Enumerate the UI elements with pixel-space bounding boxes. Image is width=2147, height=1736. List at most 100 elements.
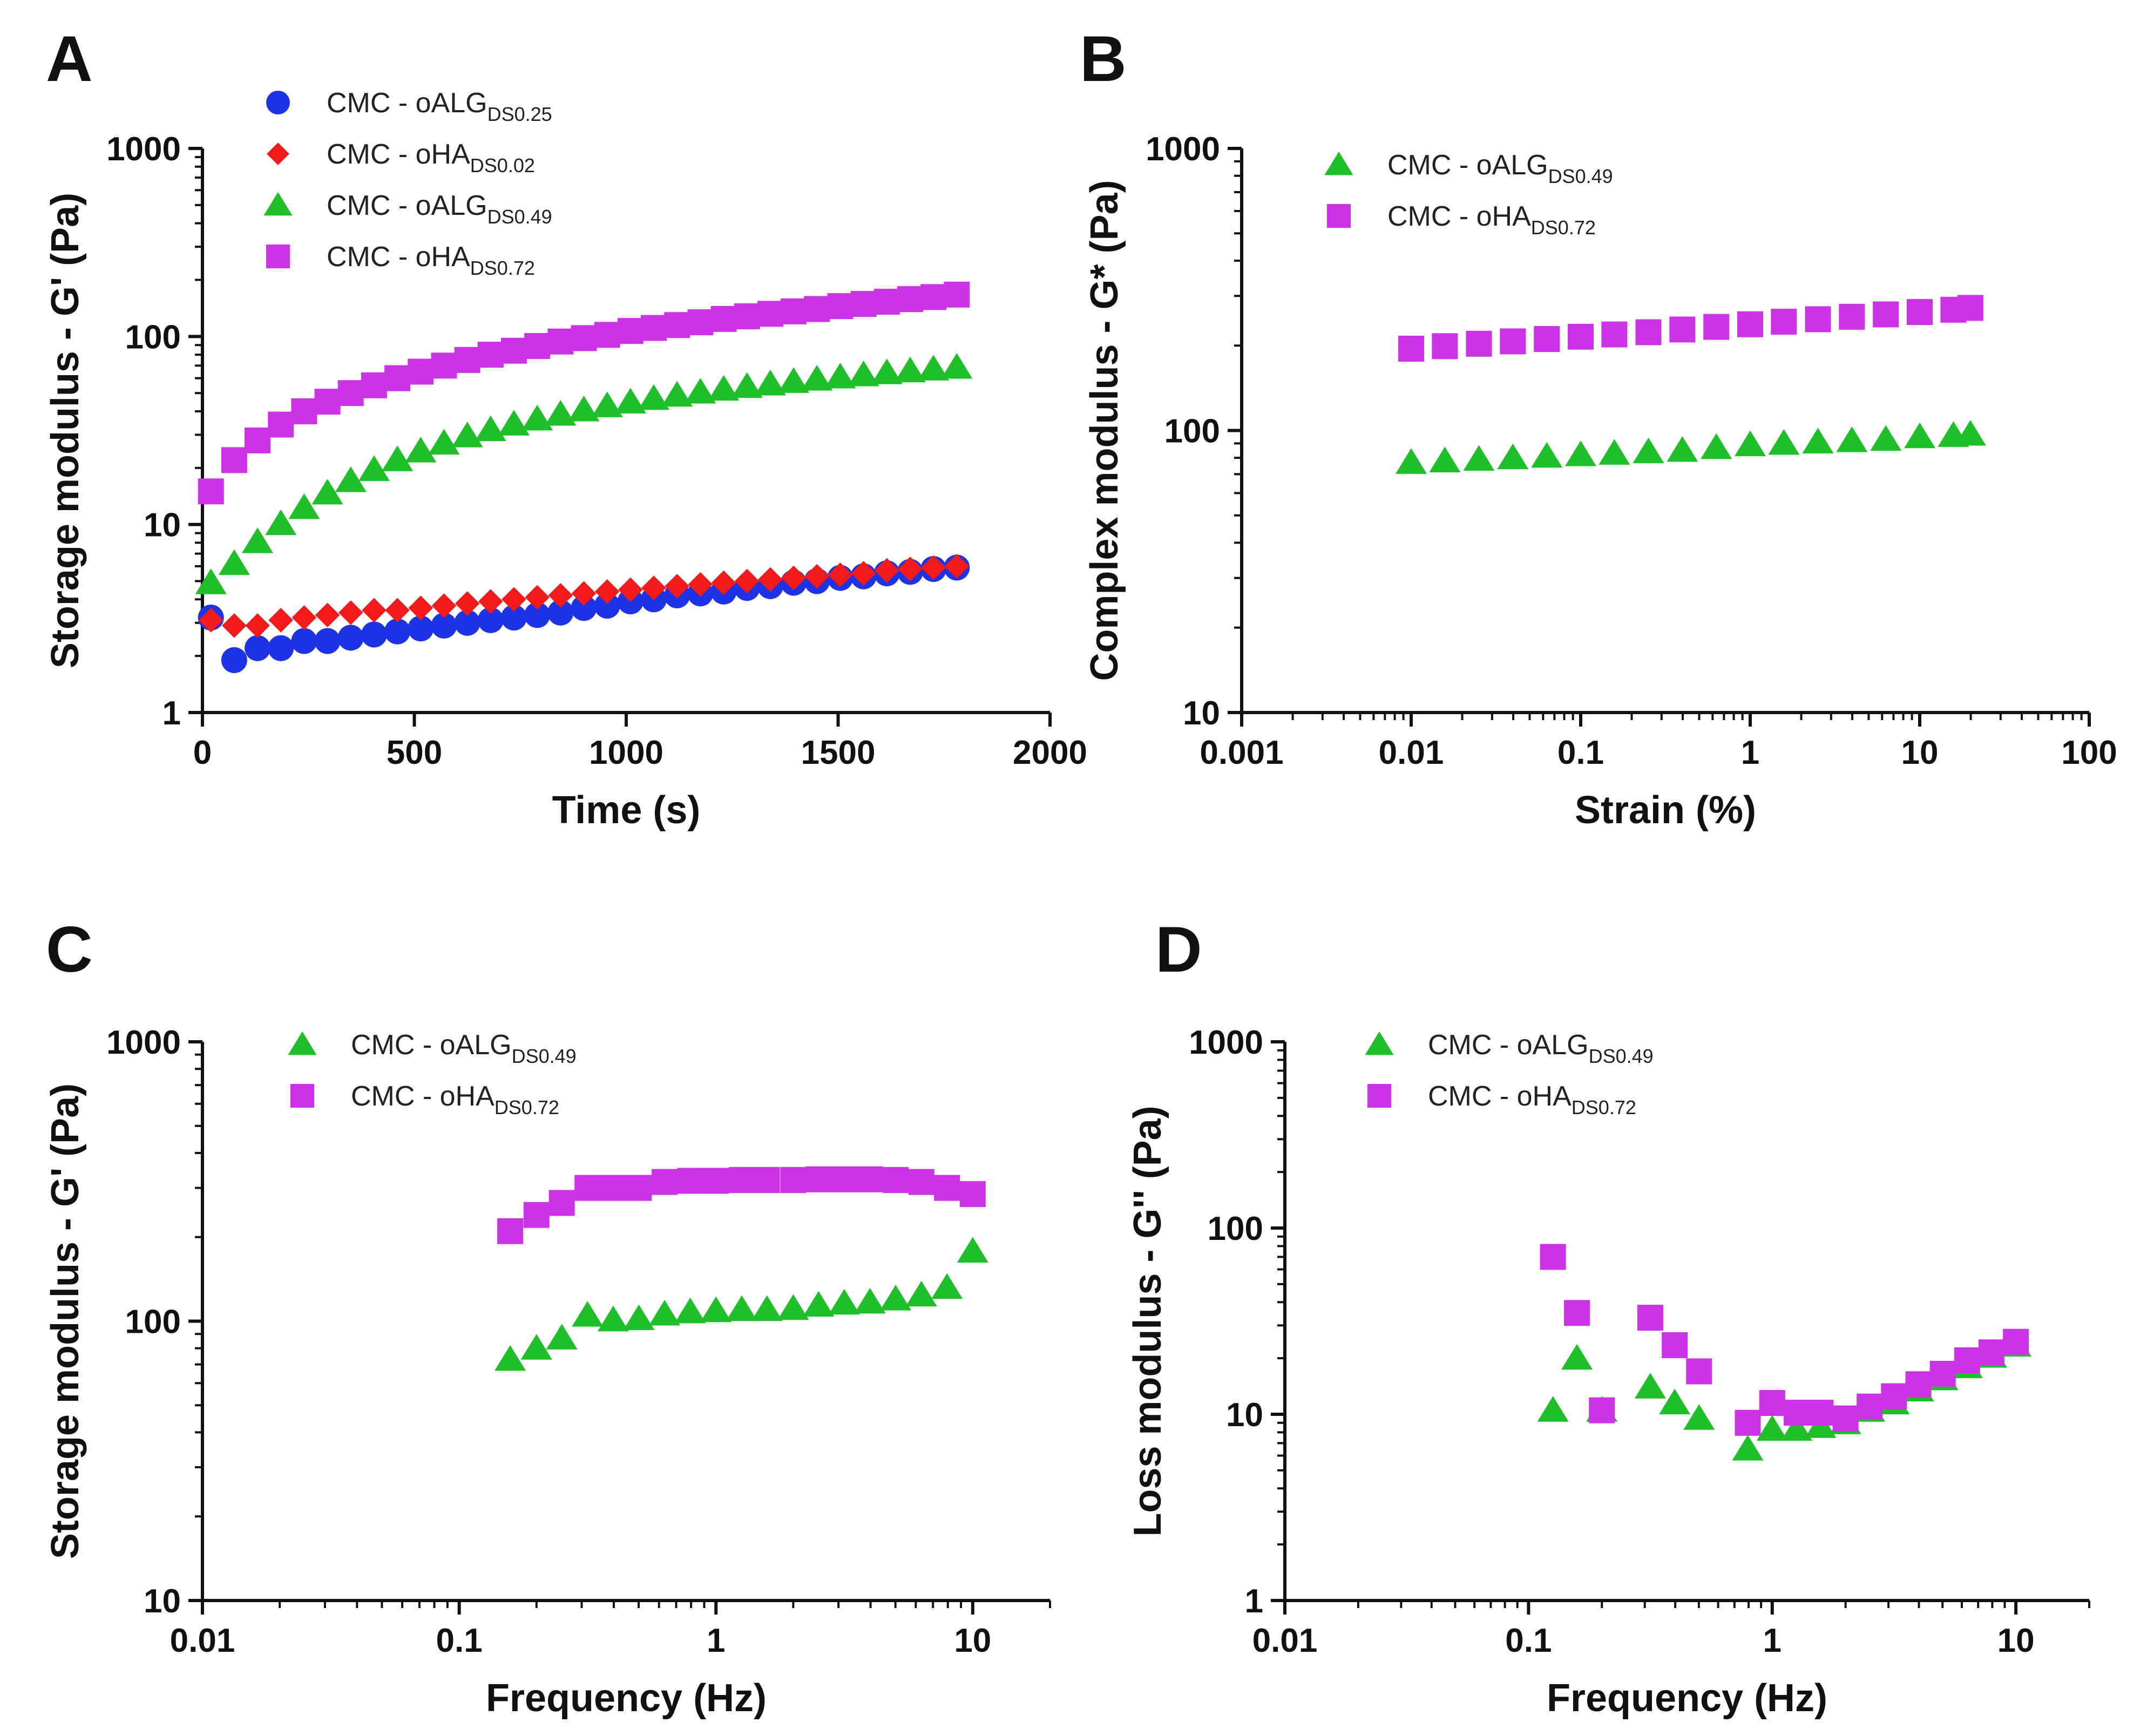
data-point — [454, 609, 480, 636]
data-point — [477, 607, 504, 633]
panel-letter: B — [1080, 23, 1127, 95]
data-point — [218, 549, 250, 575]
data-point — [674, 1297, 706, 1324]
data-point — [665, 574, 689, 599]
data-point — [1873, 301, 1899, 328]
data-point — [898, 557, 923, 581]
y-tick-label: 10 — [1226, 1396, 1263, 1434]
data-point — [1732, 1435, 1764, 1461]
legend-label-main: CMC - oHA — [327, 241, 470, 273]
data-point — [1768, 429, 1800, 455]
data-point — [311, 478, 343, 505]
data-point — [431, 352, 457, 379]
data-point — [726, 1295, 757, 1321]
data-point — [1836, 426, 1868, 452]
data-point — [1781, 1415, 1813, 1441]
data-point — [1954, 420, 1986, 446]
legend-label-main: CMC - oALG — [1387, 150, 1548, 181]
legend-label-main: CMC - oALG — [1428, 1029, 1589, 1061]
data-point — [805, 1166, 832, 1192]
data-point — [781, 298, 807, 324]
data-point — [1534, 326, 1560, 352]
legend-label: CMC - oHADS0.72 — [1428, 1081, 1636, 1118]
data-point — [1832, 1405, 1859, 1432]
data-point — [455, 591, 480, 616]
data-point — [754, 1167, 780, 1194]
data-point — [361, 372, 387, 398]
data-point — [1466, 330, 1492, 357]
panel-d: D 1 10 100 1000 0.01 0.1 1 10 Frequency (Hz) Loss … — [1126, 913, 2090, 1720]
data-point — [523, 1202, 550, 1228]
legend-label-main: CMC - oHA — [327, 139, 470, 170]
y-tick-label: 1000 — [106, 1024, 181, 1061]
data-point — [931, 1273, 963, 1299]
y-tick-label: 1 — [162, 695, 181, 732]
data-point — [804, 296, 830, 322]
data-point — [641, 575, 666, 600]
data-point — [497, 1218, 524, 1244]
data-point — [291, 398, 317, 424]
data-point — [850, 291, 877, 317]
legend-marker — [1327, 204, 1351, 228]
data-point — [521, 404, 553, 431]
data-point — [874, 558, 899, 583]
data-point — [1564, 440, 1597, 466]
data-point — [638, 384, 670, 410]
data-point — [618, 577, 643, 602]
data-point — [495, 1345, 526, 1371]
data-point — [1756, 1415, 1788, 1441]
data-point — [623, 1304, 655, 1331]
data-point — [502, 587, 526, 612]
y-tick-label: 10 — [1183, 695, 1220, 732]
data-point — [734, 568, 760, 594]
data-point — [781, 565, 806, 591]
panel-letter: A — [46, 23, 93, 95]
data-point — [245, 427, 271, 453]
data-point — [824, 362, 856, 389]
data-point — [1429, 446, 1461, 473]
data-point — [1537, 1396, 1569, 1422]
x-tick-label: 0.1 — [436, 1622, 483, 1659]
data-point — [500, 605, 527, 631]
legend-marker — [1367, 1084, 1391, 1108]
data-point — [242, 527, 274, 553]
data-point — [362, 598, 387, 623]
series-oha-ds072 — [497, 1166, 986, 1244]
data-point — [382, 445, 414, 471]
legend-label-subscript: DS0.49 — [1589, 1045, 1654, 1067]
data-point — [548, 1190, 575, 1216]
y-tick-label: 1000 — [1189, 1024, 1263, 1061]
data-point — [1568, 323, 1594, 350]
data-point — [801, 364, 833, 391]
data-point — [959, 1181, 986, 1208]
data-point — [1807, 1400, 1834, 1426]
data-point — [520, 1334, 552, 1360]
data-point — [405, 437, 437, 463]
data-point — [777, 1294, 809, 1320]
y-tick-label: 100 — [1208, 1210, 1263, 1247]
x-tick-label: 10 — [1997, 1622, 2035, 1659]
data-point — [408, 358, 434, 385]
legend-label: CMC - oALGDS0.49 — [351, 1029, 577, 1067]
legend-label-main: CMC - oALG — [327, 87, 487, 119]
data-point — [1683, 1404, 1715, 1430]
y-axis-title: Loss modulus - G'' (Pa) — [1126, 1106, 1169, 1536]
data-point — [677, 1168, 703, 1194]
data-point — [758, 567, 783, 592]
y-tick-label: 100 — [1164, 413, 1220, 450]
x-tick-label: 0.01 — [1252, 1622, 1318, 1659]
data-point — [1954, 1347, 1980, 1373]
legend-label-subscript: DS0.72 — [470, 257, 535, 279]
y-tick-label: 1000 — [106, 131, 181, 168]
legend: CMC - oALGDS0.49 CMC - oHADS0.72 — [288, 1029, 577, 1118]
data-point — [288, 493, 320, 519]
legend: CMC - oALGDS0.49 CMC - oHADS0.72 — [1324, 150, 1613, 239]
data-point — [338, 600, 363, 625]
legend-label-main: CMC - oALG — [351, 1029, 512, 1061]
data-point — [594, 593, 620, 619]
data-point — [525, 585, 550, 610]
data-point — [572, 1301, 604, 1327]
y-tick-label: 10 — [144, 1583, 181, 1620]
data-point — [1759, 1390, 1785, 1416]
